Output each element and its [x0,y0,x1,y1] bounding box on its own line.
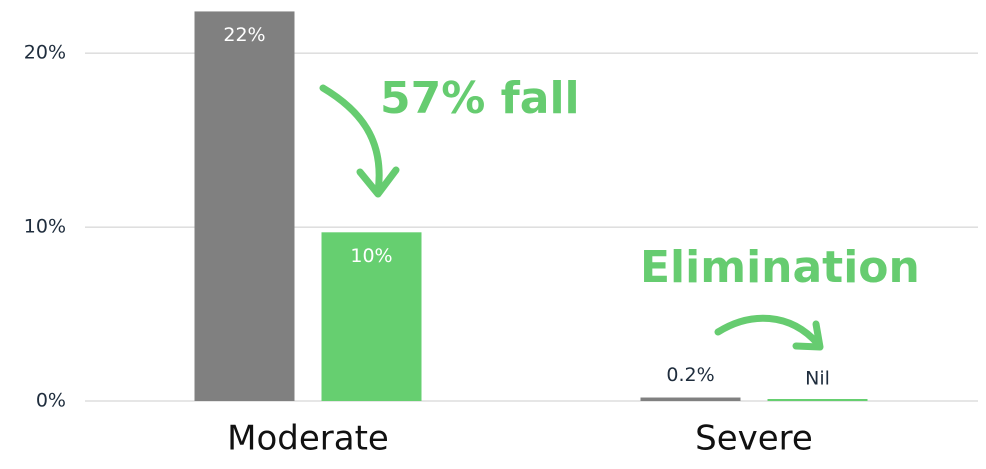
value-label: Nil [805,368,830,390]
y-tick-label: 20% [24,42,66,64]
bar [194,11,295,401]
bar [767,399,868,401]
annotation: 57% fall [380,73,580,124]
arrow [714,314,822,348]
x-tick-label: Moderate [227,419,389,459]
value-label: 10% [350,245,392,267]
arrow-head [792,320,824,351]
y-tick-label: 10% [24,216,66,238]
value-label: 22% [223,24,265,46]
arrows [319,84,824,351]
value-label: 0.2% [666,364,714,386]
bar [321,232,422,401]
annotation: Elimination [640,242,920,293]
arrow [319,84,383,196]
y-tick-label: 0% [36,390,66,412]
arrow-head [356,166,400,198]
bar [640,397,741,401]
x-tick-label: Severe [695,419,813,459]
